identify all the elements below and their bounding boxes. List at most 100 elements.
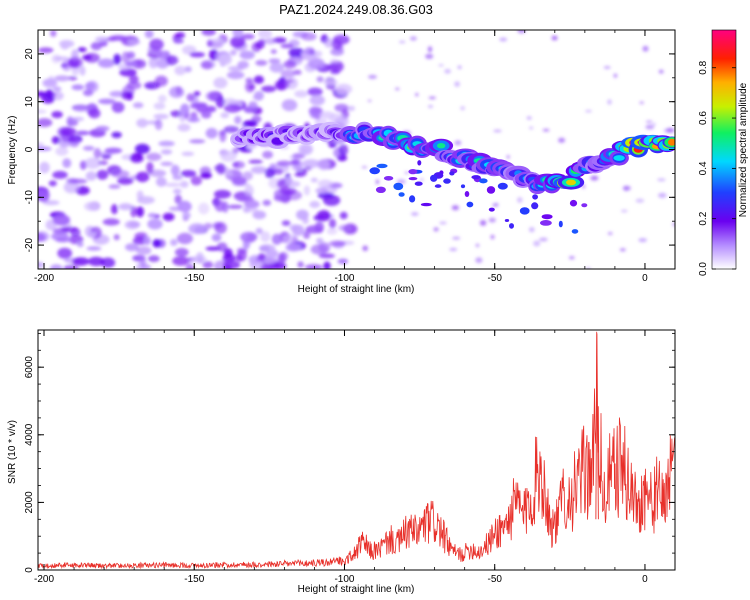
noise-blob bbox=[53, 56, 70, 61]
noise-blob bbox=[186, 93, 195, 102]
noise-blob bbox=[82, 89, 94, 97]
noise-blob bbox=[457, 65, 462, 70]
signal-blob bbox=[569, 199, 578, 207]
noise-blob bbox=[203, 222, 213, 230]
noise-blob bbox=[367, 99, 372, 102]
noise-blob bbox=[214, 222, 227, 234]
noise-blob bbox=[234, 115, 242, 125]
noise-blob bbox=[95, 125, 110, 132]
snr-line bbox=[38, 331, 675, 570]
noise-blob bbox=[316, 237, 324, 244]
noise-blob bbox=[48, 180, 57, 187]
noise-blob bbox=[202, 261, 214, 269]
signal-blob bbox=[497, 182, 508, 190]
noise-blob bbox=[316, 76, 324, 83]
noise-blob bbox=[59, 39, 75, 48]
noise-blob bbox=[248, 159, 263, 164]
noise-blob bbox=[488, 217, 496, 223]
noise-blob bbox=[88, 256, 105, 267]
colorbar: 0.0 0.2 0.4 0.6 0.8 Normalized spectral ampl… bbox=[698, 29, 749, 276]
noise-blob bbox=[452, 236, 461, 240]
snr-ytick-label: 2000 bbox=[24, 491, 35, 514]
noise-blob bbox=[259, 244, 276, 252]
noise-blob bbox=[189, 52, 205, 58]
snr-ytick-label: 4000 bbox=[24, 423, 35, 446]
noise-blob bbox=[226, 204, 244, 209]
noise-blob bbox=[658, 192, 667, 199]
noise-blob bbox=[157, 50, 170, 60]
noise-blob bbox=[189, 139, 206, 144]
noise-blob bbox=[113, 234, 120, 241]
noise-blob bbox=[175, 31, 186, 39]
noise-blob bbox=[55, 237, 71, 243]
noise-blob bbox=[281, 220, 291, 226]
noise-blob bbox=[298, 143, 313, 156]
noise-blob bbox=[136, 190, 144, 200]
snr-frame bbox=[37, 329, 676, 571]
noise-blob bbox=[433, 227, 439, 232]
signal-blob bbox=[408, 169, 418, 175]
noise-blob bbox=[255, 227, 263, 235]
noise-blob bbox=[51, 111, 63, 119]
signal-blob bbox=[531, 202, 539, 210]
spectrogram-xtick-label: -50 bbox=[487, 273, 502, 284]
noise-blob bbox=[71, 84, 85, 91]
noise-blob bbox=[206, 39, 214, 47]
noise-blob bbox=[526, 116, 532, 120]
noise-blob bbox=[280, 69, 296, 78]
noise-blob bbox=[135, 171, 150, 183]
noise-blob bbox=[243, 206, 251, 213]
snr-peak bbox=[595, 333, 599, 520]
signal-blob bbox=[420, 202, 432, 207]
noise-blob bbox=[427, 105, 434, 108]
noise-blob bbox=[280, 43, 294, 49]
noise-blob bbox=[188, 223, 207, 235]
noise-blob bbox=[127, 39, 141, 45]
noise-blob bbox=[338, 144, 349, 156]
noise-blob bbox=[184, 66, 192, 73]
noise-blob bbox=[117, 177, 134, 185]
noise-blob bbox=[39, 161, 50, 174]
noise-blob bbox=[308, 106, 323, 116]
noise-blob bbox=[148, 169, 167, 177]
noise-blob bbox=[109, 90, 126, 98]
noise-blob bbox=[253, 75, 264, 84]
noise-blob bbox=[50, 264, 63, 269]
snr-axes: -200 -150 -100 -50 0 0 2000 4000 6000 bbox=[24, 330, 676, 585]
spectrogram-xtick-label: -150 bbox=[184, 273, 204, 284]
noise-blob bbox=[125, 61, 138, 67]
noise-blob bbox=[301, 32, 317, 41]
noise-blob bbox=[160, 149, 173, 155]
noise-blob bbox=[205, 91, 220, 101]
signal-blob bbox=[466, 201, 474, 208]
noise-blob bbox=[613, 73, 618, 78]
noise-blob bbox=[257, 30, 273, 39]
spectrogram-ytick-label: 0 bbox=[24, 146, 35, 152]
noise-blob bbox=[439, 221, 447, 225]
spectrogram-xtick-label: -100 bbox=[334, 273, 354, 284]
noise-blob bbox=[338, 224, 351, 231]
noise-blob bbox=[419, 178, 424, 182]
noise-blob bbox=[399, 40, 406, 44]
noise-blob bbox=[211, 233, 222, 242]
noise-blob bbox=[201, 30, 216, 36]
noise-blob bbox=[323, 79, 338, 86]
noise-blob bbox=[174, 65, 186, 76]
noise-blob bbox=[153, 113, 169, 120]
signal-blob bbox=[449, 171, 455, 176]
noise-blob bbox=[52, 214, 71, 226]
noise-blob bbox=[136, 206, 145, 218]
noise-blob bbox=[285, 177, 293, 184]
noise-blob bbox=[158, 140, 175, 147]
noise-blob bbox=[493, 129, 502, 133]
noise-blob bbox=[318, 242, 331, 253]
signal-blob bbox=[558, 220, 563, 228]
noise-blob bbox=[196, 252, 204, 262]
noise-blob bbox=[82, 145, 95, 151]
noise-blob bbox=[337, 155, 348, 162]
noise-blob bbox=[303, 185, 310, 196]
noise-blob bbox=[146, 152, 162, 161]
noise-blob bbox=[241, 33, 255, 40]
noise-blob bbox=[258, 38, 266, 46]
colorbar-tick-label: 0.4 bbox=[698, 161, 709, 175]
